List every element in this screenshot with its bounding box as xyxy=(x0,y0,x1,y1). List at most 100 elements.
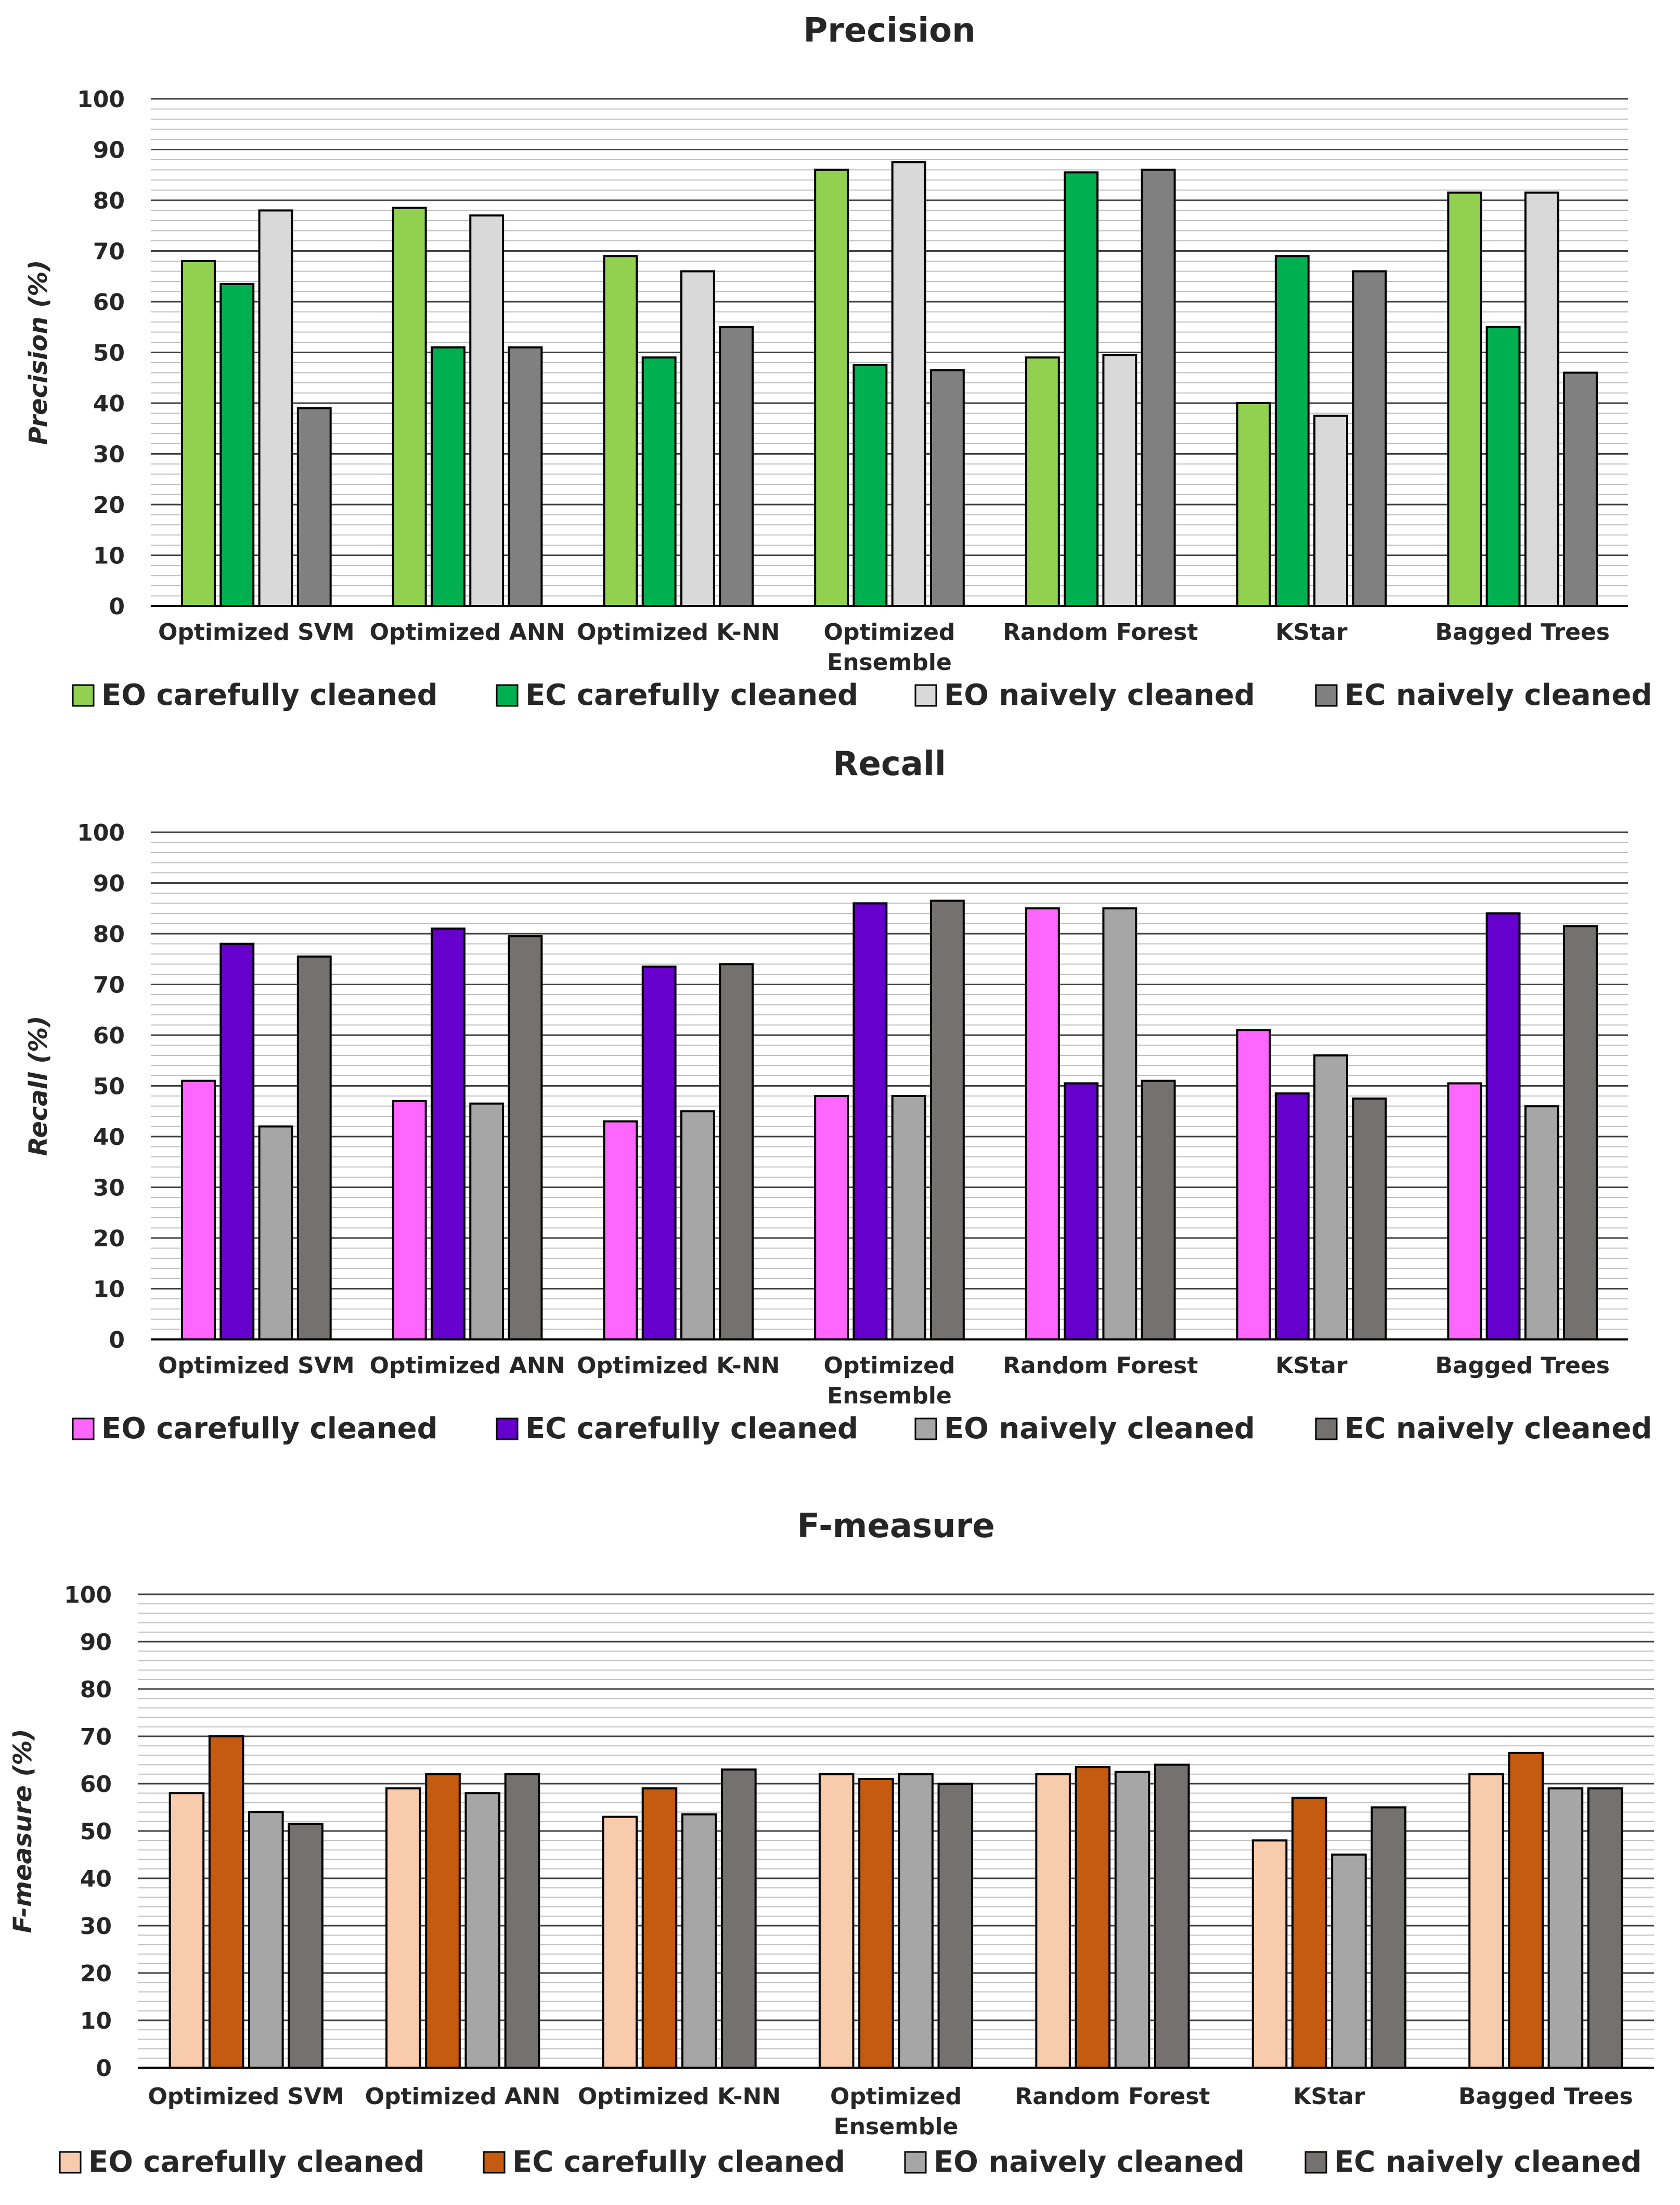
y-tick-label: 20 xyxy=(93,1226,125,1252)
y-tick-label: 60 xyxy=(80,1771,112,1798)
bar-ec-carefully-cleaned xyxy=(641,965,677,1340)
x-tick-label: Optimized Ensemble xyxy=(824,619,955,676)
y-tick-label: 40 xyxy=(80,1866,112,1892)
chart-0: Precision Precision (%) 0 10 20 30 40 50 60 70 80 9… xyxy=(24,11,1652,712)
x-tick-label: Optimized ANN xyxy=(365,2083,561,2110)
y-tick-label: 70 xyxy=(80,1724,112,1750)
y-tick-label: 10 xyxy=(93,1276,125,1303)
legend-label: EO naively cleaned xyxy=(944,1412,1255,1446)
bar-ec-carefully-cleaned xyxy=(1508,1751,1544,2069)
bar-eo-carefully-cleaned xyxy=(603,1120,638,1340)
bar-eo-naively-cleaned xyxy=(1547,1787,1584,2069)
bar-eo-carefully-cleaned xyxy=(1447,1082,1482,1340)
bar-eo-naively-cleaned xyxy=(248,1811,284,2069)
bar-ec-naively-cleaned xyxy=(504,1773,540,2069)
x-tick-label: Random Forest xyxy=(1015,2083,1210,2110)
y-tick-label: 30 xyxy=(93,442,125,468)
legend-swatch xyxy=(904,2151,927,2174)
y-tick-label: 60 xyxy=(93,289,125,316)
y-axis-label: Precision (%) xyxy=(24,260,53,445)
bar-eo-naively-cleaned xyxy=(680,1110,715,1340)
bar-eo-naively-cleaned xyxy=(258,209,293,607)
bar-eo-naively-cleaned xyxy=(1114,1771,1151,2069)
x-tick-label: KStar xyxy=(1293,2083,1365,2110)
bar-ec-carefully-cleaned xyxy=(1274,255,1310,607)
legend-label: EO naively cleaned xyxy=(944,678,1255,712)
y-tick-label: 90 xyxy=(93,137,125,164)
y-tick-label: 90 xyxy=(93,871,125,897)
chart-2: F-measure F-measure (%) 0 10 20 30 40 50 60 70 80 9… xyxy=(8,1507,1654,2179)
bar-eo-naively-cleaned xyxy=(898,1773,934,2069)
x-tick-label: Random Forest xyxy=(1003,619,1198,646)
y-tick-label: 30 xyxy=(93,1175,125,1202)
y-tick-label: 80 xyxy=(80,1677,112,1703)
bar-ec-carefully-cleaned xyxy=(431,927,466,1340)
y-tick-label: 10 xyxy=(93,543,125,570)
bar-eo-carefully-cleaned xyxy=(1025,356,1060,607)
x-tick-label: Optimized Ensemble xyxy=(824,1352,955,1409)
bar-eo-carefully-cleaned xyxy=(1236,402,1271,607)
legend-label: EC carefully cleaned xyxy=(525,678,858,712)
x-tick-label: Optimized K-NN xyxy=(577,1352,780,1379)
y-tick-label: 10 xyxy=(80,2008,112,2034)
bar-eo-carefully-cleaned xyxy=(1468,1773,1504,2069)
bar-ec-carefully-cleaned xyxy=(1274,1092,1310,1340)
y-tick-label: 50 xyxy=(93,340,125,367)
y-tick-label: 80 xyxy=(93,921,125,948)
bar-ec-naively-cleaned xyxy=(288,1823,324,2069)
chart-title: F-measure xyxy=(797,1507,994,1545)
bar-ec-naively-cleaned xyxy=(1371,1806,1406,2069)
bar-ec-carefully-cleaned xyxy=(858,1777,894,2069)
bar-eo-carefully-cleaned xyxy=(392,207,427,607)
legend-swatch xyxy=(59,2151,82,2174)
legend-swatch xyxy=(483,2151,506,2174)
bar-ec-naively-cleaned xyxy=(508,935,543,1340)
bar-eo-naively-cleaned xyxy=(258,1125,293,1340)
y-tick-label: 50 xyxy=(93,1074,125,1100)
x-tick-label: KStar xyxy=(1275,619,1348,646)
bar-ec-naively-cleaned xyxy=(719,963,754,1340)
bar-eo-carefully-cleaned xyxy=(385,1787,421,2069)
legend-label: EC naively cleaned xyxy=(1334,2145,1642,2179)
bar-eo-naively-cleaned xyxy=(469,1102,505,1340)
bar-ec-carefully-cleaned xyxy=(1485,912,1521,1340)
bar-eo-carefully-cleaned xyxy=(1251,1839,1288,2069)
bar-eo-carefully-cleaned xyxy=(602,1815,638,2069)
bar-ec-carefully-cleaned xyxy=(219,282,255,607)
bar-ec-carefully-cleaned xyxy=(852,364,888,607)
bar-ec-naively-cleaned xyxy=(1563,925,1598,1340)
y-tick-label: 0 xyxy=(96,2055,112,2082)
bar-ec-naively-cleaned xyxy=(721,1768,757,2069)
legend-label: EO carefully cleaned xyxy=(101,678,438,712)
bar-ec-naively-cleaned xyxy=(1587,1787,1623,2069)
bar-eo-naively-cleaned xyxy=(891,161,926,607)
legend-swatch xyxy=(914,684,937,707)
x-tick-label: Optimized SVM xyxy=(158,619,355,646)
legend-label: EC carefully cleaned xyxy=(525,1412,858,1446)
legend-swatch xyxy=(1304,2151,1327,2174)
bar-ec-naively-cleaned xyxy=(1352,1097,1387,1340)
y-tick-label: 20 xyxy=(93,492,125,519)
bar-eo-carefully-cleaned xyxy=(1035,1773,1071,2069)
x-tick-label: Optimized ANN xyxy=(370,1352,565,1379)
bar-ec-carefully-cleaned xyxy=(431,346,466,607)
y-tick-label: 0 xyxy=(109,1327,125,1353)
legend-label: EO naively cleaned xyxy=(934,2145,1245,2179)
bar-eo-naively-cleaned xyxy=(1102,907,1138,1340)
bar-ec-carefully-cleaned xyxy=(1485,326,1521,607)
y-tick-label: 40 xyxy=(93,1124,125,1151)
legend-swatch xyxy=(914,1417,937,1440)
legend-label: EC carefully cleaned xyxy=(512,2145,845,2179)
bar-ec-carefully-cleaned xyxy=(425,1773,461,2069)
bar-eo-carefully-cleaned xyxy=(169,1792,205,2069)
y-tick-label: 100 xyxy=(77,86,125,113)
y-axis-label: F-measure (%) xyxy=(8,1729,37,1933)
bar-eo-carefully-cleaned xyxy=(1447,191,1482,607)
bar-eo-naively-cleaned xyxy=(1102,354,1138,607)
legend-label: EC naively cleaned xyxy=(1345,678,1652,712)
chart-title: Precision xyxy=(803,11,975,50)
bar-eo-naively-cleaned xyxy=(464,1792,501,2069)
bar-eo-naively-cleaned xyxy=(891,1095,926,1340)
y-tick-label: 20 xyxy=(80,1961,112,1987)
